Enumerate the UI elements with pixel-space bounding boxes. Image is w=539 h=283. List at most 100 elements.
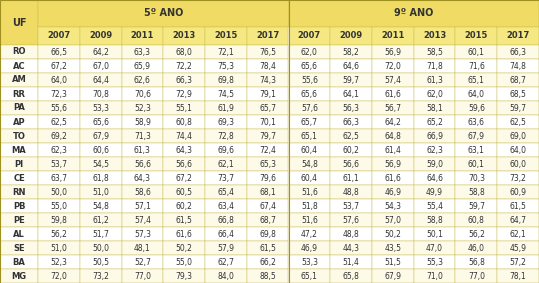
Bar [414, 185, 455, 199]
Bar [38, 129, 80, 143]
Bar [205, 27, 247, 45]
Bar [414, 73, 455, 87]
Bar [288, 171, 330, 185]
Bar [80, 199, 121, 213]
Text: 2013: 2013 [423, 31, 446, 40]
Text: 74,8: 74,8 [510, 61, 527, 70]
Bar [121, 143, 163, 157]
Bar [163, 157, 205, 171]
Text: 60,9: 60,9 [510, 188, 527, 196]
Text: BA: BA [12, 258, 25, 267]
Bar [247, 143, 288, 157]
Text: 45,9: 45,9 [510, 243, 527, 252]
Text: AP: AP [13, 117, 25, 127]
Bar [372, 213, 414, 227]
Bar [288, 129, 330, 143]
Bar [330, 269, 372, 283]
Text: 71,6: 71,6 [468, 61, 485, 70]
Text: 56,3: 56,3 [343, 104, 360, 113]
Text: 70,6: 70,6 [134, 89, 151, 98]
Bar [0, 227, 38, 241]
Bar [0, 45, 38, 59]
Text: 2015: 2015 [214, 31, 238, 40]
Bar [80, 129, 121, 143]
Bar [455, 73, 497, 87]
Text: 71,8: 71,8 [426, 61, 443, 70]
Text: 2009: 2009 [89, 31, 112, 40]
Text: 61,5: 61,5 [259, 243, 276, 252]
Text: 55,6: 55,6 [301, 76, 318, 85]
Text: 48,1: 48,1 [134, 243, 151, 252]
Text: 72,3: 72,3 [51, 89, 67, 98]
Text: CE: CE [13, 173, 25, 183]
Text: 57,0: 57,0 [384, 215, 402, 224]
Bar [80, 213, 121, 227]
Text: 61,1: 61,1 [343, 173, 360, 183]
Bar [330, 143, 372, 157]
Bar [163, 87, 205, 101]
Text: 52,3: 52,3 [51, 258, 67, 267]
Text: 55,6: 55,6 [50, 104, 67, 113]
Bar [205, 129, 247, 143]
Text: 68,7: 68,7 [259, 215, 276, 224]
Text: 62,5: 62,5 [343, 132, 360, 140]
Bar [163, 73, 205, 87]
Bar [121, 269, 163, 283]
Bar [330, 87, 372, 101]
Text: 69,3: 69,3 [217, 117, 234, 127]
Text: 64,4: 64,4 [92, 76, 109, 85]
Bar [455, 115, 497, 129]
Bar [205, 171, 247, 185]
Bar [414, 227, 455, 241]
Text: 62,1: 62,1 [218, 160, 234, 168]
Text: 66,4: 66,4 [217, 230, 234, 239]
Text: 52,3: 52,3 [134, 104, 151, 113]
Text: 59,7: 59,7 [343, 76, 360, 85]
Bar [288, 255, 330, 269]
Text: 63,6: 63,6 [468, 117, 485, 127]
Text: 50,0: 50,0 [92, 243, 109, 252]
Text: 46,9: 46,9 [384, 188, 402, 196]
Bar [38, 171, 80, 185]
Text: 61,4: 61,4 [384, 145, 402, 155]
Bar [288, 213, 330, 227]
Text: 64,0: 64,0 [50, 76, 67, 85]
Bar [38, 87, 80, 101]
Text: 61,2: 61,2 [92, 215, 109, 224]
Bar [121, 45, 163, 59]
Bar [414, 59, 455, 73]
Text: 68,0: 68,0 [176, 48, 192, 57]
Bar [288, 87, 330, 101]
Bar [288, 0, 539, 27]
Text: 5º ANO: 5º ANO [143, 8, 183, 18]
Bar [247, 73, 288, 87]
Bar [205, 143, 247, 157]
Bar [0, 241, 38, 255]
Text: 64,6: 64,6 [426, 173, 443, 183]
Bar [372, 199, 414, 213]
Bar [121, 227, 163, 241]
Bar [497, 185, 539, 199]
Bar [497, 45, 539, 59]
Bar [121, 199, 163, 213]
Bar [497, 171, 539, 185]
Text: 65,1: 65,1 [301, 271, 318, 280]
Text: 73,2: 73,2 [92, 271, 109, 280]
Text: 64,7: 64,7 [510, 215, 527, 224]
Text: 63,4: 63,4 [217, 201, 234, 211]
Bar [330, 213, 372, 227]
Text: 47,2: 47,2 [301, 230, 318, 239]
Bar [288, 269, 330, 283]
Bar [0, 171, 38, 185]
Text: 65,6: 65,6 [301, 61, 318, 70]
Text: 51,0: 51,0 [92, 188, 109, 196]
Bar [247, 199, 288, 213]
Bar [247, 171, 288, 185]
Text: 60,5: 60,5 [176, 188, 192, 196]
Bar [455, 255, 497, 269]
Bar [0, 255, 38, 269]
Text: 57,6: 57,6 [301, 104, 318, 113]
Text: 2007: 2007 [47, 31, 71, 40]
Bar [0, 87, 38, 101]
Text: SE: SE [13, 243, 25, 252]
